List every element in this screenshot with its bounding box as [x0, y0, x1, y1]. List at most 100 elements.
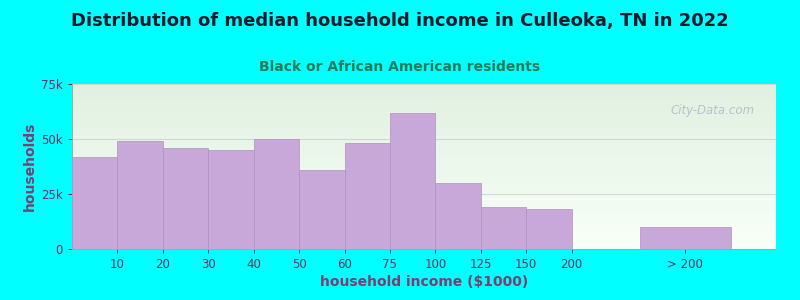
Bar	[72, 144, 776, 145]
Bar	[72, 120, 776, 121]
Bar	[72, 240, 776, 241]
Bar	[72, 157, 776, 158]
Bar	[72, 88, 776, 89]
Bar	[72, 119, 776, 120]
Bar	[72, 156, 776, 157]
Bar	[72, 146, 776, 147]
Bar	[72, 247, 776, 248]
Bar	[72, 129, 776, 130]
Bar	[72, 171, 776, 172]
Bar	[72, 114, 776, 115]
Bar	[72, 149, 776, 150]
Bar	[72, 208, 776, 209]
Bar	[72, 197, 776, 198]
Bar	[118, 141, 163, 249]
Bar	[72, 204, 776, 205]
Bar	[72, 122, 776, 123]
Bar	[208, 150, 254, 249]
Bar	[72, 103, 776, 104]
Bar	[72, 225, 776, 226]
Bar	[72, 134, 776, 135]
Bar	[72, 185, 776, 186]
Bar	[72, 206, 776, 207]
Bar	[72, 181, 776, 182]
Bar	[72, 130, 776, 131]
Bar	[72, 183, 776, 184]
Text: Distribution of median household income in Culleoka, TN in 2022: Distribution of median household income …	[71, 12, 729, 30]
Bar	[72, 220, 776, 221]
Bar	[72, 229, 776, 230]
Bar	[72, 170, 776, 171]
Bar	[72, 139, 776, 140]
Bar	[72, 184, 776, 185]
Bar	[72, 161, 776, 162]
Bar	[72, 150, 776, 151]
Bar	[72, 248, 776, 249]
Bar	[72, 102, 776, 103]
Bar	[72, 244, 776, 245]
Bar	[72, 140, 776, 141]
Bar	[72, 152, 776, 153]
Bar	[72, 105, 776, 106]
Bar	[72, 113, 776, 114]
Bar	[72, 227, 776, 228]
Bar	[72, 213, 776, 214]
Bar	[72, 151, 776, 152]
Bar	[72, 153, 776, 154]
Bar	[72, 104, 776, 105]
Bar	[72, 138, 776, 139]
Bar	[72, 210, 776, 211]
Bar	[72, 211, 776, 212]
Bar	[72, 202, 776, 203]
Bar	[72, 110, 776, 111]
Bar	[72, 230, 776, 231]
Bar	[72, 175, 776, 176]
Bar	[526, 209, 572, 249]
Bar	[72, 166, 776, 167]
X-axis label: household income ($1000): household income ($1000)	[320, 275, 528, 289]
Bar	[72, 238, 776, 239]
Bar	[72, 131, 776, 132]
Bar	[72, 234, 776, 235]
Bar	[72, 163, 776, 164]
Bar	[72, 154, 776, 155]
Bar	[72, 112, 776, 113]
Bar	[72, 174, 776, 175]
Bar	[72, 205, 776, 206]
Bar	[72, 132, 776, 133]
Bar	[72, 99, 776, 100]
Bar	[72, 180, 776, 181]
Bar	[72, 242, 776, 243]
Bar	[72, 160, 776, 161]
Bar	[72, 203, 776, 204]
Bar	[72, 236, 776, 237]
Bar	[72, 188, 776, 189]
Bar	[72, 209, 776, 210]
Bar	[72, 98, 776, 99]
Bar	[435, 183, 481, 249]
Bar	[72, 135, 776, 136]
Bar	[72, 93, 776, 94]
Bar	[72, 194, 776, 195]
Bar	[72, 96, 776, 97]
Bar	[163, 148, 208, 249]
Bar	[72, 172, 776, 173]
Bar	[72, 231, 776, 232]
Bar	[72, 217, 776, 218]
Bar	[72, 100, 776, 101]
Bar	[72, 116, 776, 117]
Bar	[72, 117, 776, 118]
Bar	[72, 141, 776, 142]
Bar	[72, 167, 776, 168]
Bar	[72, 90, 776, 91]
Text: Black or African American residents: Black or African American residents	[259, 60, 541, 74]
Bar	[72, 115, 776, 116]
Bar	[72, 121, 776, 122]
Bar	[72, 124, 776, 125]
Bar	[72, 158, 776, 159]
Bar	[72, 226, 776, 227]
Bar	[72, 169, 776, 170]
Bar	[640, 227, 730, 249]
Bar	[72, 118, 776, 119]
Bar	[72, 224, 776, 225]
